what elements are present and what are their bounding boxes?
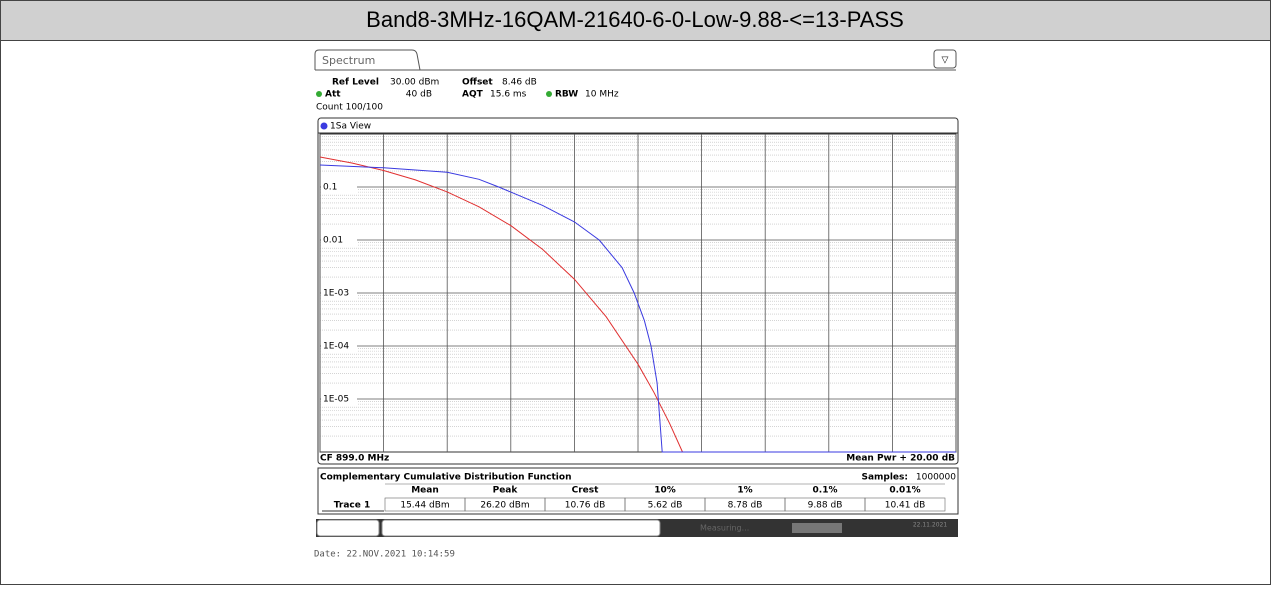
y-tick-label: 0.01 [323, 236, 343, 246]
label-bg [321, 287, 357, 299]
setting-value: 40 dB [406, 90, 432, 100]
cell-value: 8.78 dB [728, 501, 763, 511]
cell-value: 5.62 dB [648, 501, 683, 511]
samples-label: Samples: [861, 473, 908, 483]
softkey[interactable] [381, 519, 661, 537]
label-bg [321, 340, 357, 352]
cell [864, 497, 946, 512]
y-tick-label: 1E-04 [323, 342, 349, 352]
setting-key: Att [325, 90, 341, 100]
setting-key: Offset [462, 78, 493, 88]
samples: 1000000 [916, 473, 956, 483]
label-bg [321, 234, 357, 246]
cell-value: 9.88 dB [808, 501, 843, 511]
row-label: Trace 1 [334, 501, 371, 511]
col-header: 0.01% [889, 486, 920, 496]
status-date: 22.11.2021 [913, 522, 948, 529]
setting-value: 10 MHz [585, 90, 619, 100]
count: Count 100/100 [316, 103, 383, 113]
footer-right: Mean Pwr + 20.00 dB [846, 454, 955, 464]
menu-glyph: ▽ [942, 56, 949, 66]
label-bg [321, 181, 357, 193]
setting-key: RBW [555, 90, 578, 100]
y-tick-label: 0.1 [323, 183, 337, 193]
setting-key: Ref Level [332, 78, 379, 88]
cell-value: 15.44 dBm [400, 501, 449, 511]
cell-value: 10.41 dB [885, 501, 926, 511]
cell-value: 10.76 dB [565, 501, 606, 511]
table: Mean 15.44 dBm Peak 26.20 dBm Crest 10.76 dB 1… [322, 483, 946, 512]
tab [314, 49, 421, 71]
y-tick-label: 1E-03 [323, 289, 349, 299]
setting-value: 30.00 dBm [390, 78, 439, 88]
trace [319, 164, 956, 453]
plot: 0.1 0.01 1E-03 1E-04 1E-05 [319, 133, 957, 453]
cell-value: 26.20 dBm [480, 501, 529, 511]
col-header: 1% [737, 486, 752, 496]
view-label: 1Sa View [330, 122, 371, 132]
date: Date: 22.NOV.2021 10:14:59 [314, 550, 455, 560]
y-tick-label: 1E-05 [323, 395, 349, 405]
col-header: Mean [411, 486, 439, 496]
label-bg [321, 393, 357, 405]
tab-label: Spectrum [322, 54, 375, 67]
view-dot [320, 122, 328, 130]
header-title: Band8-3MHz-16QAM-21640-6-0-Low-9.88-<=13… [366, 7, 904, 32]
menu-icon[interactable] [933, 49, 957, 69]
progress [792, 523, 842, 533]
trace [319, 156, 683, 453]
setting-key: AQT [462, 90, 484, 100]
table-frame [317, 467, 959, 515]
header-bar [0, 0, 1271, 41]
col-header: 0.1% [813, 486, 838, 496]
softkey[interactable] [316, 519, 380, 537]
table-title: Complementary Cumulative Distribution Fu… [320, 473, 571, 483]
col-header: Crest [572, 486, 600, 496]
status-text: Measuring... [700, 524, 749, 533]
col-header: 10% [654, 486, 676, 496]
footer-left: CF 899.0 MHz [320, 454, 389, 464]
indicator [316, 91, 322, 97]
indicator [546, 91, 552, 97]
col-header: Peak [493, 486, 519, 496]
setting-value: 8.46 dB [502, 78, 537, 88]
setting-value: 15.6 ms [490, 90, 527, 100]
